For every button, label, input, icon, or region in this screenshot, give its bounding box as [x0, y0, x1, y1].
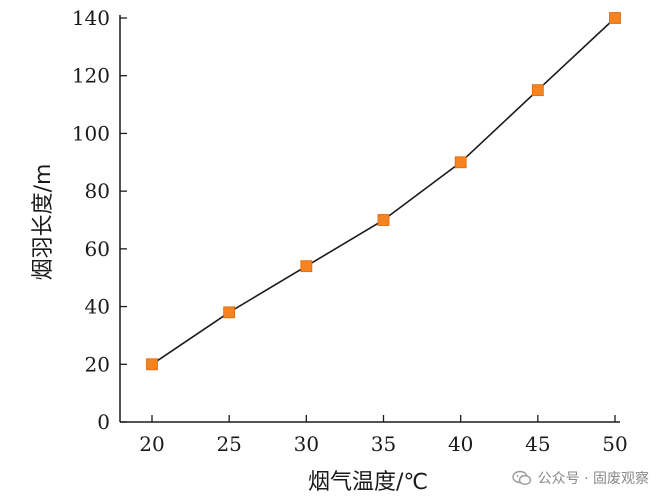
watermark: 公众号 · 固废观察	[511, 468, 649, 488]
y-tick-label: 100	[72, 121, 110, 145]
data-point	[223, 306, 236, 319]
axes: 0 20 40 60 80 100 120 140 20 25 30 35 40 45 50	[72, 6, 628, 456]
data-point	[531, 84, 544, 97]
y-tick-label: 40	[85, 295, 110, 319]
wechat-icon	[511, 470, 531, 486]
x-axis-title: 烟气温度/℃	[308, 470, 428, 495]
plot-area	[146, 12, 621, 371]
x-tick-label: 35	[371, 432, 396, 456]
x-tick-label: 45	[525, 432, 550, 456]
data-point	[146, 358, 158, 371]
watermark-text: 公众号 · 固废观察	[537, 471, 649, 487]
y-axis-title: 烟羽长度/m	[31, 164, 56, 281]
data-point	[377, 214, 390, 226]
data-point	[609, 12, 621, 24]
y-tick-label: 80	[85, 179, 110, 203]
y-tick-label: 120	[72, 64, 110, 88]
x-tick-label: 20	[139, 432, 164, 456]
data-point	[454, 156, 467, 169]
data-point	[300, 260, 313, 273]
x-tick-label: 50	[602, 432, 627, 456]
x-tick-label: 25	[216, 432, 241, 456]
series-line	[151, 17, 616, 365]
y-tick-label: 20	[85, 352, 110, 376]
y-tick-label: 0	[97, 410, 110, 434]
y-tick-label: 140	[72, 6, 110, 30]
x-tick-label: 40	[448, 432, 473, 456]
y-tick-label: 60	[85, 237, 110, 261]
x-tick-label: 30	[294, 432, 319, 456]
